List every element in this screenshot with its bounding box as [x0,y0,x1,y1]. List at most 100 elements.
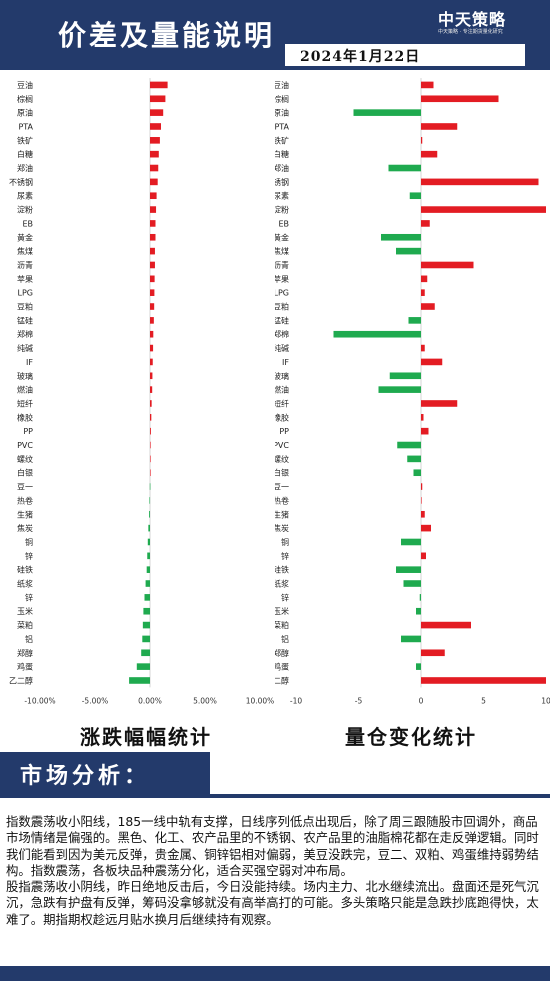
category-label: 乙二醇 [275,675,289,685]
category-label: 热卷 [275,495,289,505]
category-label: 苹果 [17,274,33,284]
bar [149,510,150,518]
bar [150,427,151,435]
bar [381,233,421,241]
category-label: IF [26,358,33,367]
category-label: 螺纹 [17,454,33,464]
category-label: PTA [18,122,33,131]
bar [421,123,458,130]
category-label: 白银 [275,468,289,478]
bar [416,663,421,670]
category-label: 热卷 [17,495,33,505]
category-label: EB [22,219,33,228]
bar [421,483,423,490]
right-chart-title: 量仓变化统计 [345,725,477,749]
bar [421,621,471,629]
category-label: 尿素 [17,191,33,201]
bar [421,206,546,213]
category-label: 豆粕 [17,302,33,312]
category-label: 铜 [281,537,289,547]
bar [421,649,445,657]
category-label: 焦炭 [17,523,33,533]
category-label: 铁矿 [275,135,289,145]
section-header: 市场分析： [0,750,550,800]
category-label: 铝 [281,634,289,644]
bar [421,220,430,227]
bar [147,552,150,560]
bar [421,303,435,310]
analysis-paragraph-commodities: 指数震荡收小阳线，185一线中轨有支撑，日线序列低点出现后，除了周三跟随股市回调… [6,814,539,878]
category-label: 原油 [17,108,33,118]
bar [150,303,155,310]
category-label: 短纤 [275,398,289,408]
category-label: 黄金 [275,232,289,242]
category-label: 郑油 [275,163,289,173]
category-label: 锌 [25,592,33,602]
tick-label: 10.00% [246,696,275,705]
bar [142,621,150,629]
bar [421,414,424,421]
bar [150,150,159,158]
bar [150,386,153,393]
bar [141,649,150,657]
bar [421,358,443,366]
bar [401,635,421,643]
bar [421,178,539,186]
category-label: 白银 [17,468,33,478]
category-label: LPG [18,289,33,298]
category-label: 豆一 [17,483,33,492]
bar [421,150,438,158]
bar [150,441,151,449]
bar [148,524,150,532]
bar [147,538,150,546]
category-label: 棕榈 [275,94,289,104]
category-label: 沥青 [17,260,33,270]
category-label: PVC [17,441,33,450]
category-label: 锌 [281,592,289,602]
bar [150,178,158,186]
category-label: 郑油 [17,163,33,173]
bar [150,344,154,352]
bar [416,607,421,615]
bar [150,317,154,324]
bar [136,663,150,670]
category-label: 焦炭 [275,523,289,533]
category-label: 短纤 [17,398,33,408]
bar [150,123,161,130]
header-banner: 价差及量能说明 中天策略 中天策略 · 专注期货量化研究 2024年1月22日 [0,0,550,70]
bar [403,580,421,587]
bar [407,455,421,463]
category-label: 菜粕 [275,620,289,630]
category-label: 锌 [281,551,289,561]
bar [421,289,425,296]
market-analysis: 指数震荡收小阳线，185一线中轨有支撑，日线序列低点出现后，除了周三跟随股市回调… [6,814,546,928]
category-label: 苹果 [275,274,289,284]
category-label: 玉米 [275,606,289,616]
bar [146,566,150,573]
category-label: 郑醇 [17,648,33,658]
tick-label: 0.00% [138,696,162,705]
category-label: 淀粉 [275,205,289,215]
bar [333,330,421,338]
date-box: 2024年1月22日 [285,44,525,66]
bar [388,164,421,172]
section-title: 市场分析： [20,763,151,789]
tick-label: 5.00% [193,696,217,705]
category-label: 玻璃 [275,371,289,381]
category-label: 不锈钢 [275,177,289,187]
bar [150,192,157,200]
analysis-paragraph-stock-index: 股指震荡收小阴线，昨日绝地反击后，今日没能持续。场内主力、北水继续流出。盘面还是… [6,879,539,927]
category-label: 纯碱 [275,343,289,353]
bar [421,510,425,518]
bar [409,192,421,200]
category-label: LPG [275,289,289,298]
category-label: 燃油 [17,385,33,395]
category-label: 豆油 [275,80,289,90]
category-label: 硅铁 [17,565,33,575]
category-label: EB [278,219,289,228]
bar [389,372,421,380]
bar [150,109,164,116]
category-label: 铁矿 [17,135,33,145]
tick-label: -5 [355,696,363,705]
